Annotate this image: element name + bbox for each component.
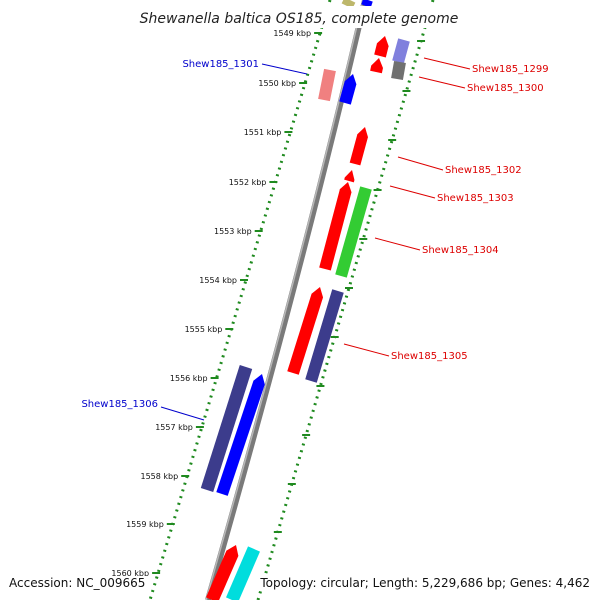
gene-label[interactable]: Shew185_1305 bbox=[391, 351, 468, 362]
gene-leader-line bbox=[160, 406, 205, 421]
tick-label: 1552 kbp bbox=[229, 178, 267, 187]
tick-label: 1556 kbp bbox=[170, 374, 208, 383]
gene-feature bbox=[319, 182, 352, 271]
gene-leader-line bbox=[343, 343, 390, 357]
gene-leader-line bbox=[397, 156, 444, 171]
gene-feature bbox=[339, 74, 357, 105]
gene-label[interactable]: Shew185_1300 bbox=[467, 83, 544, 94]
gene-features bbox=[200, 0, 410, 600]
tick-label: 1559 kbp bbox=[126, 520, 164, 529]
gene-label[interactable]: Shew185_1306 bbox=[81, 399, 158, 410]
genome-summary-text: Topology: circular; Length: 5,229,686 bp… bbox=[258, 576, 592, 590]
tick-label: 1551 kbp bbox=[244, 128, 282, 137]
gene-feature bbox=[370, 58, 383, 74]
gene-feature bbox=[349, 127, 368, 166]
map-title: Shewanella baltica OS185, complete genom… bbox=[140, 11, 459, 27]
accession-text: Accession: NC_009665 bbox=[7, 576, 148, 590]
gene-leader-line bbox=[374, 237, 421, 251]
gene-feature bbox=[374, 36, 389, 58]
gene-feature bbox=[206, 545, 239, 600]
gene-feature bbox=[391, 60, 406, 81]
gene-label[interactable]: Shew185_1299 bbox=[472, 64, 549, 75]
gene-feature bbox=[318, 68, 336, 102]
gene-label[interactable]: Shew185_1302 bbox=[445, 165, 522, 176]
genome-backbone bbox=[205, 0, 368, 600]
gene-feature bbox=[305, 289, 344, 383]
gene-label[interactable]: Shew185_1301 bbox=[182, 59, 259, 70]
gene-feature bbox=[361, 0, 373, 8]
gene-labels[interactable]: Shew185_1299 Shew185_1300 Shew185_1301 Shew… bbox=[81, 57, 549, 421]
tick-label: 1560 kbp bbox=[111, 569, 149, 578]
tick-label: 1549 kbp bbox=[273, 29, 311, 38]
tick-track bbox=[148, 0, 435, 600]
tick-label: 1550 kbp bbox=[258, 79, 296, 88]
gene-feature bbox=[392, 38, 410, 64]
tick-label: 1558 kbp bbox=[140, 472, 178, 481]
gene-label[interactable]: Shew185_1303 bbox=[437, 193, 514, 204]
gene-feature bbox=[200, 365, 253, 492]
tick-label: 1553 kbp bbox=[214, 227, 252, 236]
tick-label: 1555 kbp bbox=[185, 325, 223, 334]
gene-feature bbox=[216, 374, 265, 496]
gene-label[interactable]: Shew185_1304 bbox=[422, 245, 499, 256]
backbone-highlight bbox=[205, 0, 364, 600]
tick-label: 1557 kbp bbox=[155, 423, 193, 432]
gene-leader-line bbox=[389, 185, 436, 199]
gene-leader-line bbox=[261, 63, 308, 75]
map-title-group: Shewanella baltica OS185, complete genom… bbox=[140, 6, 460, 28]
tick-track-line bbox=[148, 0, 332, 600]
gene-feature bbox=[226, 546, 260, 600]
gene-feature bbox=[344, 170, 355, 183]
tick-label: 1554 kbp bbox=[199, 276, 237, 285]
backbone-line bbox=[205, 0, 368, 600]
gene-feature bbox=[335, 186, 372, 278]
gene-leader-line bbox=[423, 57, 471, 70]
gene-feature bbox=[287, 287, 324, 375]
tick-labels: 1549 kbp 1550 kbp 1551 kbp 1552 kbp 1553 kbp… bbox=[111, 29, 311, 578]
gene-leader-line bbox=[418, 76, 466, 89]
